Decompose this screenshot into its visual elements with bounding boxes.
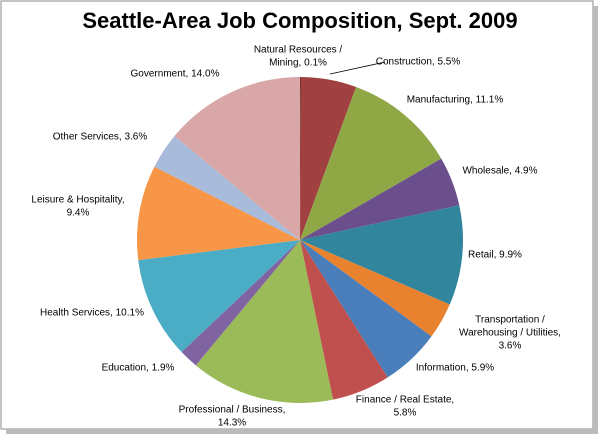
data-label: 14.3% [218,418,246,429]
data-label: Mining, 0.1% [269,58,327,69]
pie-slice [154,135,300,240]
data-label: Finance / Real Estate, [356,395,454,406]
pie-slice [300,77,302,240]
data-label: 9.4% [67,208,90,219]
data-label: Education, 1.9% [102,363,175,374]
data-label: 3.6% [499,341,522,352]
leader-line [329,61,386,75]
pie-slice [195,240,334,403]
data-label: 5.8% [394,408,417,419]
data-label: Other Services, 3.6% [53,132,148,143]
data-label: Leisure & Hospitality, [31,195,124,206]
pie-slice [300,205,463,305]
pie-slice [137,166,300,261]
pie-slice [138,240,300,353]
pie-slice [300,240,432,378]
data-label: Construction, 5.5% [376,57,461,68]
pie-slice [300,86,442,240]
data-label: Natural Resources / [254,45,343,56]
data-label: Government, 14.0% [131,69,220,80]
data-label: Wholesale, 4.9% [462,166,537,177]
pie-slice [181,240,300,366]
chart-title: Seattle-Area Job Composition, Sept. 2009 [82,8,517,33]
data-label: Manufacturing, 11.1% [407,95,504,106]
frame-shadow [6,429,598,434]
data-label: Transportation / [475,315,545,326]
pie-slice [300,240,388,400]
pie-slice [300,158,460,240]
frame-shadow [593,6,598,432]
data-label: Warehousing / Utilities, [459,328,561,339]
pie-slice [300,240,450,337]
data-label: Retail, 9.9% [468,250,522,261]
data-label: Information, 5.9% [416,363,494,374]
data-label: Health Services, 10.1% [40,308,144,319]
data-label: Professional / Business, [179,405,286,416]
pie-slice [174,77,300,240]
pie-slice [300,77,357,241]
